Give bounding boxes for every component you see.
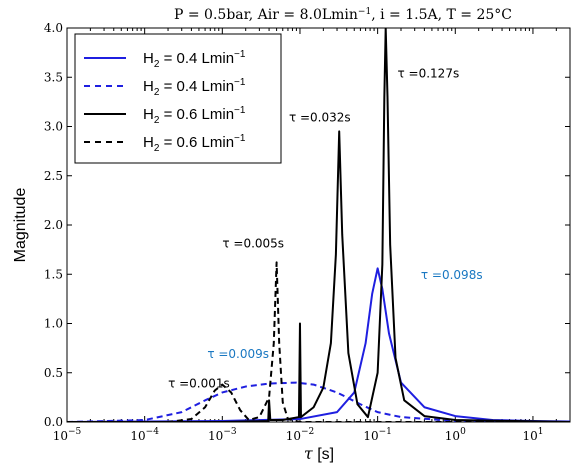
y-tick-label: 2.5 xyxy=(44,169,63,183)
x-axis-label: τ [s] xyxy=(304,444,334,463)
y-tick-label: 0.5 xyxy=(44,366,63,380)
legend: H2 = 0.4 Lmin−1 H2 = 0.4 Lmin−1 H2 = 0.6 L… xyxy=(74,33,282,164)
x-tick-label: 100 xyxy=(445,427,466,443)
y-tick-label: 2.0 xyxy=(44,218,63,232)
series-line-3 xyxy=(67,28,570,422)
y-tick-label: 1.5 xyxy=(44,267,63,281)
y-tick-label: 1.0 xyxy=(44,317,63,331)
annotation-label: τ =0.009s xyxy=(207,347,269,361)
x-tick-label: 10−3 xyxy=(208,427,237,443)
series-layer xyxy=(67,28,570,422)
y-tick-label: 0.0 xyxy=(44,415,63,429)
annotations: τ =0.127s τ =0.032s τ =0.005s τ =0.098s τ =0… xyxy=(168,66,483,390)
x-tick-labels: 10−5 10−4 10−3 10−2 10−1 100 101 xyxy=(53,427,544,443)
annotation-label: τ =0.098s xyxy=(421,268,483,282)
x-tick-label: 101 xyxy=(522,427,543,443)
x-tick-label: 10−4 xyxy=(130,427,159,443)
annotation-label: τ =0.032s xyxy=(289,111,351,125)
annotation-label: τ =0.005s xyxy=(222,237,284,251)
legend-entry: H2 = 0.4 Lmin−1 xyxy=(143,49,246,70)
y-tick-label: 4.0 xyxy=(44,21,63,35)
x-tick-label: 10−2 xyxy=(286,427,315,443)
series-line-2 xyxy=(67,381,570,422)
series-line-4 xyxy=(67,261,570,422)
x-tick-label: 10−5 xyxy=(53,427,82,443)
annotation-label: τ =0.127s xyxy=(398,66,460,80)
chart-title: P = 0.5bar, Air = 8.0Lmin−1, i = 1.5A, T… xyxy=(174,7,512,23)
annotation-label: τ =0.001s xyxy=(168,377,230,391)
legend-entry: H2 = 0.4 Lmin−1 xyxy=(143,77,246,98)
y-tick-label: 3.0 xyxy=(44,120,63,134)
y-tick-label: 3.5 xyxy=(44,70,63,84)
x-tick-label: 10−1 xyxy=(363,427,392,443)
y-axis-label: Magnitude xyxy=(12,188,29,263)
legend-entry: H2 = 0.6 Lmin−1 xyxy=(143,105,246,126)
legend-entry: H2 = 0.6 Lmin−1 xyxy=(143,133,246,154)
y-tick-labels: 0.0 0.5 1.0 1.5 2.0 2.5 3.0 3.5 4.0 xyxy=(44,21,63,429)
